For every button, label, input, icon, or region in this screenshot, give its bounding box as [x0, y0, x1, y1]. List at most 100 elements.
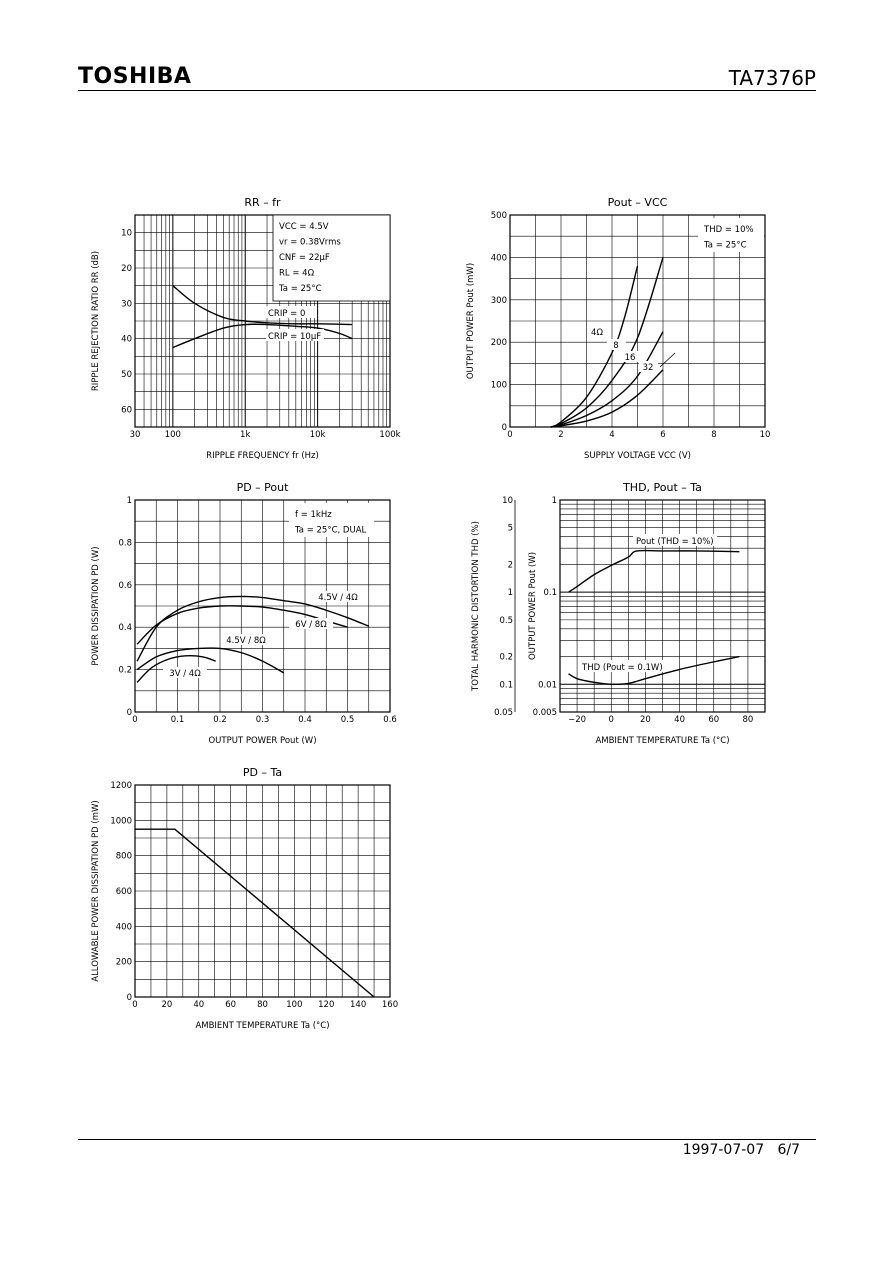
pd_pout-x-tick-label: 0.1	[171, 715, 185, 725]
pd_ta-x-tick-label: 60	[225, 1000, 236, 1010]
footer-rule	[78, 1139, 816, 1140]
pout_vcc-label-bg	[607, 339, 626, 350]
pd_ta-series-line	[135, 828, 375, 998]
thd_ta-y2-label: OUTPUT POWER Pout (W)	[528, 552, 538, 660]
thd_ta-y-tick-label: 1	[508, 588, 513, 598]
pd_ta-y-label: ALLOWABLE POWER DISSIPATION PD (mW)	[91, 800, 101, 982]
pd_pout-label-bg	[163, 667, 207, 678]
rr-y-tick-label: 60	[121, 405, 132, 415]
pd_ta-x-tick-label: 80	[257, 1000, 268, 1010]
footer-date: 1997-07-07	[682, 1142, 765, 1158]
thd_ta-y-tick-label: 2	[508, 560, 513, 570]
pout_vcc-conditions-bg	[698, 218, 764, 252]
pd_pout-series-label: 4.5V / 8Ω	[226, 636, 266, 646]
rr-condition-text: CNF = 22μF	[279, 253, 330, 263]
thd_ta-chart: THD, Pout – Ta −20 0 20 40 60 80 0.05 0.1 0.2 0.5 1…	[471, 481, 766, 746]
thd_ta-grid	[560, 500, 765, 712]
pout_vcc-series-line	[550, 257, 664, 428]
rr-title: RR – fr	[244, 196, 281, 209]
pout_vcc-y-tick-label: 0	[502, 423, 507, 433]
pd_ta-x-label: AMBIENT TEMPERATURE Ta (°C)	[195, 1021, 329, 1031]
rr-x-tick-label: 10k	[310, 430, 326, 440]
thd_ta-series-label: Pout (THD = 10%)	[636, 537, 714, 547]
company-logo: TOSHIBA	[78, 64, 192, 89]
pd_pout-plot-border	[134, 499, 391, 713]
pd_pout-conditions-bg	[289, 503, 374, 537]
pd_pout-x-tick-label: 0.2	[213, 715, 227, 725]
rr-y-tick-label: 50	[121, 370, 132, 380]
pd_pout-x-tick-label: 0	[132, 715, 137, 725]
thd_ta-x-tick-label: 80	[743, 715, 754, 725]
rr-x-tick-label: 100k	[379, 430, 400, 440]
pd_pout-x-tick-label: 0.3	[256, 715, 270, 725]
pd_ta-y-tick-label: 1200	[110, 781, 132, 791]
pd_pout-chart: PD – Pout 0 0.1 0.2 0.3 0.4 0.5 0.6 0 0.2 0.4 0.6 0.…	[91, 481, 397, 746]
rr-label-bg	[266, 329, 324, 341]
header-rule	[78, 90, 816, 91]
pd_pout-label-bg	[289, 618, 333, 629]
pout_vcc-title: Pout – VCC	[608, 196, 668, 209]
thd_ta-y-tick-label: 0.5	[499, 616, 513, 626]
thd_ta-x-tick-label: 0	[609, 715, 614, 725]
rr-series-label: CRIP = 0	[268, 309, 305, 319]
rr-series-line	[172, 285, 353, 326]
pd_pout-x-tick-label: 0.6	[383, 715, 397, 725]
pd_ta-plot-border	[134, 784, 391, 998]
thd_ta-y-tick-label: 10	[502, 496, 513, 506]
thd_ta-label-bg	[579, 660, 665, 672]
pd_pout-series-label: 6V / 8Ω	[295, 620, 327, 630]
pd_ta-chart: PD – Ta 0 20 40 60 80 100 120 140 160 0 200 400 600 80…	[91, 766, 398, 1031]
pd_ta-y-tick-label: 1000	[110, 816, 132, 826]
pd_pout-y-label: POWER DISSIPATION PD (W)	[91, 546, 101, 665]
thd_ta-y2-tick-label: 0.1	[543, 588, 557, 598]
rr-condition-text: RL = 4Ω	[279, 269, 315, 279]
pd_ta-x-tick-label: 100	[286, 1000, 302, 1010]
pd_pout-title: PD – Pout	[237, 481, 290, 494]
pout_vcc-condition-text: THD = 10%	[703, 225, 754, 235]
thd_ta-y2-tick-label: 0.01	[538, 680, 557, 690]
pout_vcc-plot-border	[509, 214, 766, 428]
pd_pout-y-tick-label: 0.6	[118, 581, 132, 591]
pout_vcc-series-label: 4Ω	[591, 328, 603, 338]
pd_ta-title: PD – Ta	[243, 766, 282, 779]
pd_ta-y-tick-label: 800	[116, 852, 132, 862]
part-number: TA7376P	[728, 66, 816, 90]
pout_vcc-label-bg	[621, 351, 640, 362]
pd_pout-series-label: 3V / 4Ω	[169, 669, 201, 679]
pd_ta-y-tick-label: 400	[116, 922, 132, 932]
pd_ta-y-tick-label: 200	[116, 958, 132, 968]
rr-x-label: RIPPLE FREQUENCY fr (Hz)	[206, 451, 319, 461]
thd_ta-x-tick-label: −20	[568, 715, 586, 725]
pd_ta-y-tick-label: 600	[116, 887, 132, 897]
pout_vcc-grid	[510, 215, 765, 427]
thd_ta-y-tick-label: 5	[508, 524, 513, 534]
thd_ta-x-tick-label: 60	[708, 715, 719, 725]
rr-label-bg	[266, 306, 316, 318]
rr-y-tick-label: 30	[121, 299, 132, 309]
thd_ta-x-tick-label: 20	[640, 715, 651, 725]
pout_vcc-y-label: OUTPUT POWER Pout (mW)	[466, 263, 476, 379]
pd_ta-x-tick-label: 40	[193, 1000, 204, 1010]
pd_ta-x-tick-label: 20	[161, 1000, 172, 1010]
pd_pout-y-tick-label: 0.4	[118, 623, 132, 633]
pd_pout-series-line	[136, 605, 348, 645]
rr-series-line	[172, 323, 353, 349]
thd_ta-y2-tick-label: 1	[552, 496, 557, 506]
pout_vcc-x-tick-label: 6	[660, 430, 665, 440]
pout_vcc-label-bg	[639, 361, 658, 372]
pout_vcc-x-tick-label: 4	[609, 430, 614, 440]
pd_pout-series-line	[136, 655, 216, 683]
rr-x-tick-label: 100	[165, 430, 181, 440]
thd_ta-y-tick-label: 0.1	[499, 680, 513, 690]
pout_vcc-series-line	[550, 331, 664, 428]
pd_pout-y-tick-label: 1	[127, 496, 132, 506]
pout_vcc-x-tick-label: 10	[760, 430, 771, 440]
rr-condition-text: VCC = 4.5V	[279, 222, 329, 232]
pd_ta-x-tick-label: 0	[132, 1000, 137, 1010]
pout_vcc-series-line	[550, 369, 664, 428]
pd_ta-y-tick-label: 0	[127, 993, 132, 1003]
pout_vcc-series-label: 32	[643, 363, 654, 373]
pd_ta-x-tick-label: 140	[350, 1000, 366, 1010]
thd_ta-x-tick-label: 40	[674, 715, 685, 725]
pd_ta-x-tick-label: 120	[318, 1000, 334, 1010]
